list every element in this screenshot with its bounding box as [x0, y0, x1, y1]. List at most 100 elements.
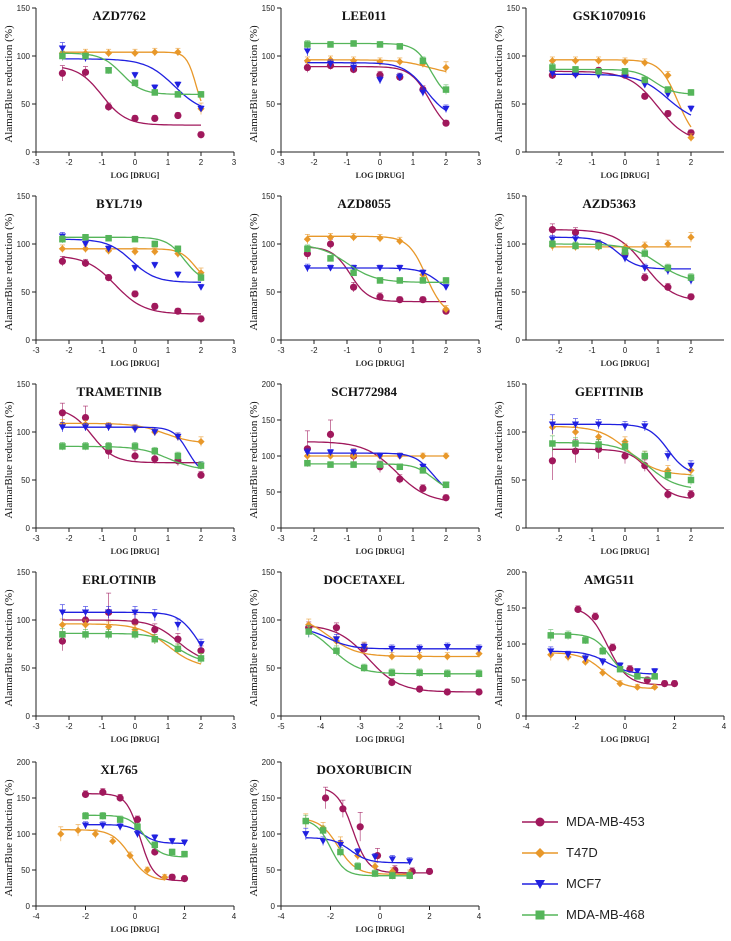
data-point — [595, 68, 602, 75]
data-point — [197, 647, 205, 655]
data-point — [664, 283, 672, 291]
chart-byl719: 0 50 100 150 -3 -2 -1 0 1 2 3 LOG [DRUG] AlamarBlue … — [0, 190, 242, 375]
series-mcf7 — [58, 604, 205, 649]
series-mcf7 — [303, 46, 450, 113]
data-point — [143, 866, 151, 874]
x-tick-label: -1 — [588, 534, 596, 543]
data-point — [319, 838, 327, 845]
y-tick-label: 0 — [26, 902, 31, 911]
data-point — [641, 76, 649, 84]
data-point — [581, 655, 589, 662]
x-tick-label: 3 — [232, 158, 237, 167]
legend-marker-mda-mb-453 — [522, 817, 558, 827]
data-point — [356, 823, 364, 831]
data-point — [419, 467, 427, 474]
data-point — [595, 57, 603, 65]
data-point — [181, 850, 188, 858]
x-tick-label: 1 — [411, 158, 416, 167]
data-point — [376, 41, 384, 48]
data-point — [99, 788, 107, 796]
chart-title: DOXORUBICIN — [316, 762, 412, 777]
x-axis-label: LOG [DRUG] — [111, 171, 160, 180]
data-point — [641, 452, 649, 460]
series-t47d — [58, 618, 205, 665]
data-point — [664, 110, 672, 118]
x-tick-label: 4 — [232, 912, 237, 921]
data-point — [609, 644, 617, 652]
data-point — [197, 274, 205, 281]
data-point — [305, 628, 312, 635]
data-point — [548, 421, 556, 428]
series-t47d — [548, 56, 695, 142]
data-point — [389, 872, 396, 879]
data-point — [621, 58, 629, 66]
y-tick-label: 150 — [17, 192, 31, 201]
x-tick-label: 2 — [182, 912, 187, 921]
data-point — [443, 644, 451, 651]
x-tick-label: -2 — [65, 158, 73, 167]
data-point — [131, 72, 139, 79]
y-tick-label: 50 — [21, 476, 30, 485]
data-point — [59, 631, 66, 638]
data-point — [58, 609, 66, 616]
x-tick-label: 1 — [411, 346, 416, 355]
series-mda-mb-468 — [302, 814, 413, 880]
data-point — [547, 648, 555, 655]
data-point — [396, 74, 404, 81]
data-point — [621, 443, 629, 450]
x-tick-label: 1 — [166, 722, 171, 731]
data-point — [304, 245, 311, 253]
y-tick-label: 50 — [21, 288, 30, 297]
data-point — [151, 262, 159, 269]
data-point — [360, 664, 368, 672]
x-tick-label: 3 — [477, 346, 482, 355]
chart-svg: 0 50 100 150 200 -3 -2 -1 0 1 2 3 LOG [DRUG] AlamarBl… — [248, 380, 482, 556]
x-tick-label: 4 — [477, 912, 482, 921]
series-mda-mb-468 — [305, 625, 483, 678]
x-tick-label: 2 — [199, 534, 204, 543]
y-axis-label: AlamarBlue reduction (%) — [493, 589, 505, 707]
data-point — [174, 621, 182, 629]
y-tick-label: 50 — [266, 100, 275, 109]
data-point — [388, 669, 396, 677]
x-tick-label: 3 — [232, 346, 237, 355]
y-tick-label: 150 — [17, 794, 31, 803]
data-point — [174, 452, 182, 460]
data-point — [442, 63, 450, 72]
data-point — [58, 409, 66, 417]
x-tick-label: 2 — [444, 158, 449, 167]
y-tick-label: 50 — [511, 100, 520, 109]
fit-curve — [85, 793, 185, 882]
y-tick-label: 100 — [262, 52, 276, 61]
x-tick-label: -2 — [555, 534, 563, 543]
x-tick-label: -1 — [343, 346, 351, 355]
x-tick-label: 0 — [623, 158, 628, 167]
fit-curve — [577, 609, 675, 686]
data-point — [396, 463, 404, 471]
legend-marker-mcf7 — [522, 880, 558, 889]
x-tick-label: -2 — [555, 158, 563, 167]
series-mcf7 — [303, 263, 450, 291]
y-tick-label: 150 — [262, 416, 276, 425]
data-point — [442, 86, 450, 93]
data-point — [151, 114, 159, 122]
data-point — [599, 647, 606, 655]
y-tick-label: 150 — [17, 4, 31, 13]
x-tick-label: 1 — [166, 346, 171, 355]
data-point — [571, 428, 580, 436]
chart-title: LEE011 — [342, 8, 387, 23]
data-point — [664, 490, 672, 498]
x-axis-label: LOG [DRUG] — [601, 547, 650, 556]
data-point — [419, 89, 427, 97]
data-point — [641, 250, 649, 257]
data-point — [419, 296, 427, 304]
x-tick-label: 0 — [133, 534, 138, 543]
chart-title: GSK1070916 — [573, 8, 646, 23]
data-point — [99, 822, 107, 829]
y-axis-label: AlamarBlue reduction (%) — [3, 401, 15, 519]
x-tick-label: -5 — [277, 722, 285, 731]
data-point — [664, 71, 672, 79]
y-axis-label: AlamarBlue reduction (%) — [493, 401, 505, 519]
data-point — [81, 68, 90, 76]
data-point — [174, 48, 182, 56]
